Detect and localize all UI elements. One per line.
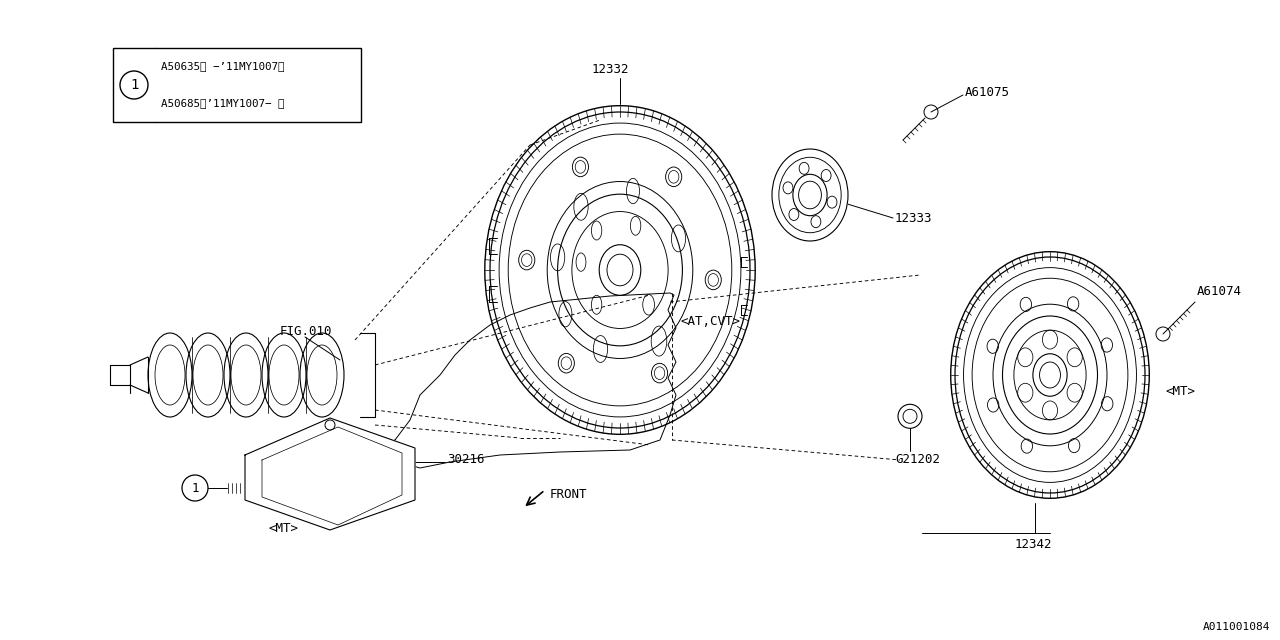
Text: <MT>: <MT> — [1165, 385, 1196, 398]
Text: 30216: 30216 — [447, 452, 485, 465]
Text: FIG.010: FIG.010 — [280, 325, 333, 338]
Bar — [113, 48, 361, 122]
Text: <MT>: <MT> — [268, 522, 298, 535]
Text: A61075: A61075 — [965, 86, 1010, 99]
Text: G21202: G21202 — [895, 453, 940, 467]
Text: 12333: 12333 — [895, 211, 933, 225]
Text: FRONT: FRONT — [550, 488, 588, 501]
Text: A011001084: A011001084 — [1202, 622, 1270, 632]
Text: A50685（’11MY1007− ）: A50685（’11MY1007− ） — [161, 99, 284, 109]
Polygon shape — [244, 418, 415, 530]
Text: 12332: 12332 — [593, 63, 630, 76]
Text: A61074: A61074 — [1197, 285, 1242, 298]
Text: A50635（ −’11MY1007）: A50635（ −’11MY1007） — [161, 61, 284, 72]
Text: 12342: 12342 — [1015, 538, 1052, 550]
Text: 1: 1 — [191, 481, 198, 495]
Text: 1: 1 — [129, 78, 138, 92]
Text: <AT,CVT>: <AT,CVT> — [680, 315, 740, 328]
